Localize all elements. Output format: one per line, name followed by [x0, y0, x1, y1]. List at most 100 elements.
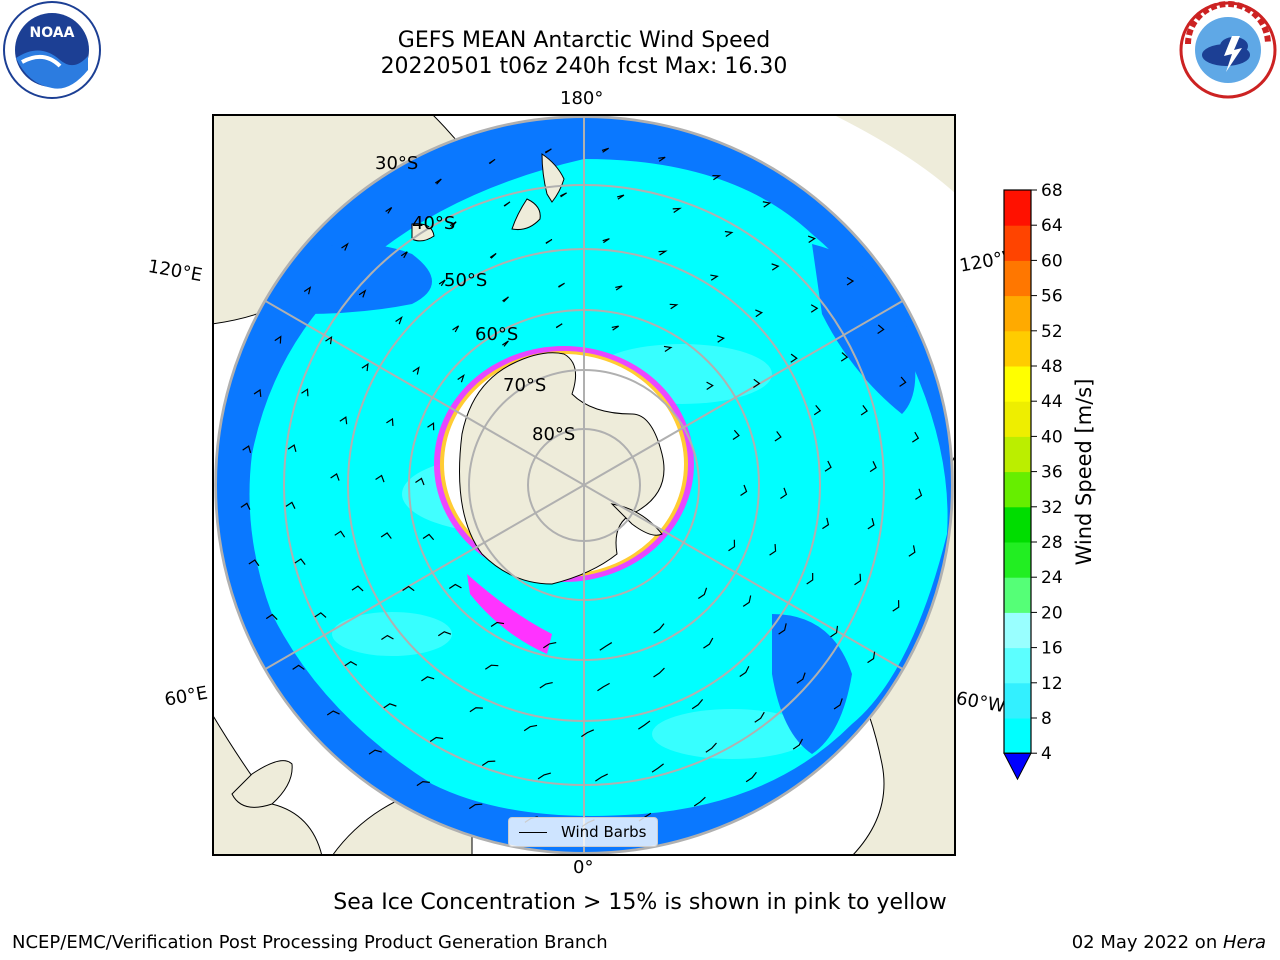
colorbar-segment [1004, 682, 1031, 719]
wind-barb [488, 158, 496, 165]
wind-barb [638, 720, 651, 730]
wind-barb [706, 381, 714, 391]
legend-label: Wind Barbs [561, 823, 647, 841]
wind-barb [429, 736, 444, 743]
colorbar-tick-label: 8 [1041, 709, 1052, 729]
colorbar-segment [1004, 542, 1031, 578]
top-right-land [832, 114, 956, 194]
wind-barb [651, 763, 664, 773]
wind-barb [754, 711, 765, 723]
lon-label-60e: 60°E [163, 682, 210, 711]
wind-barb [240, 502, 251, 510]
wind-barb [448, 583, 462, 589]
colorbar-segment [1004, 577, 1031, 613]
wind-barb [452, 325, 460, 333]
wind-barb [697, 587, 708, 599]
wind-barb [774, 431, 782, 442]
wind-barb [716, 335, 726, 343]
colorbar-tick-label: 16 [1041, 639, 1063, 659]
wind-barb [755, 309, 764, 318]
wind-barb [833, 698, 843, 710]
wind-barb [301, 388, 309, 397]
wind-barb [724, 230, 734, 237]
wind-barb [539, 681, 553, 689]
wind-barb [303, 286, 312, 295]
wind-barb [810, 304, 819, 313]
wind-barb [860, 405, 868, 416]
wind-barb [796, 672, 806, 684]
wind-barb [490, 621, 505, 627]
wind-barb [361, 362, 369, 372]
wind-barb [780, 487, 788, 499]
wind-barb [395, 316, 403, 325]
wind-barb [287, 444, 297, 452]
wind-barb [739, 665, 750, 678]
wind-barb [502, 340, 509, 347]
wind-barb [344, 661, 358, 667]
wind-barb [285, 501, 296, 509]
noaa-logo: NOAA [3, 1, 101, 99]
lat-label-60s: 60°S [475, 324, 518, 345]
wind-barb [427, 422, 435, 431]
footer-date: 02 May 2022 on Hera [1072, 932, 1266, 953]
wind-barb [732, 429, 740, 441]
lon-label-120e: 120°E [146, 256, 204, 287]
wind-barb [653, 667, 665, 678]
colorbar-segment [1004, 366, 1031, 402]
wind-barb [915, 488, 923, 500]
wind-barb [421, 676, 435, 682]
wind-barb [544, 148, 552, 154]
colorbar-label: Wind Speed [m/s] [1072, 378, 1096, 566]
wind-barb [386, 417, 394, 426]
colorbar-segment [1004, 330, 1031, 367]
madagascar-land [231, 760, 293, 808]
wind-barb [602, 238, 610, 244]
wind-barb [415, 477, 425, 486]
wind-barb [412, 366, 420, 375]
colorbar-tick-label: 56 [1041, 287, 1063, 307]
lat-label-40s: 40°S [412, 213, 455, 234]
wind-barb [908, 545, 916, 557]
wind-barb [265, 613, 278, 620]
wind-barb [537, 772, 551, 780]
wind-barb [813, 405, 822, 416]
wind-barb [867, 518, 875, 530]
wind-barb [790, 353, 798, 363]
wind-barb [830, 625, 839, 638]
wind-barb [400, 251, 408, 259]
wind-barb [912, 431, 920, 443]
nws-logo [1179, 1, 1277, 99]
footer-date-text: 02 May 2022 on [1071, 932, 1223, 953]
wind-barb [658, 156, 666, 162]
wind-barb [663, 345, 673, 353]
wind-barb [351, 585, 364, 592]
colorbar-segment [1004, 506, 1031, 543]
wind-barb [314, 612, 327, 618]
wind-barb [416, 781, 430, 787]
colorbar-tick-label: 20 [1041, 603, 1063, 623]
wind-barb [824, 460, 832, 472]
wind-barb [792, 738, 804, 750]
wind-barb [325, 335, 333, 345]
wind-barb [899, 376, 907, 387]
polar-map: 30°S 40°S 50°S 60°S 70°S 80°S [212, 114, 956, 856]
wind-barb [658, 250, 668, 256]
wind-barb-legend-line [519, 832, 547, 833]
wind-barb [806, 572, 814, 585]
wind-barb [710, 274, 719, 281]
wind-barb [555, 323, 563, 329]
colorbar-tick-label: 64 [1041, 216, 1063, 236]
wind-barb [762, 201, 772, 208]
wind-barb [693, 796, 706, 807]
wind-barb [368, 749, 382, 755]
wind-barb [597, 682, 610, 692]
wind-barb [560, 192, 567, 198]
wind-barb [334, 530, 346, 538]
wind-barb [545, 238, 553, 244]
wind-barb [669, 303, 679, 310]
lon-label-180: 180° [560, 88, 604, 109]
colorbar-tick-label: 60 [1041, 251, 1063, 271]
wind-barb [867, 651, 876, 664]
wind-barb [449, 221, 457, 228]
